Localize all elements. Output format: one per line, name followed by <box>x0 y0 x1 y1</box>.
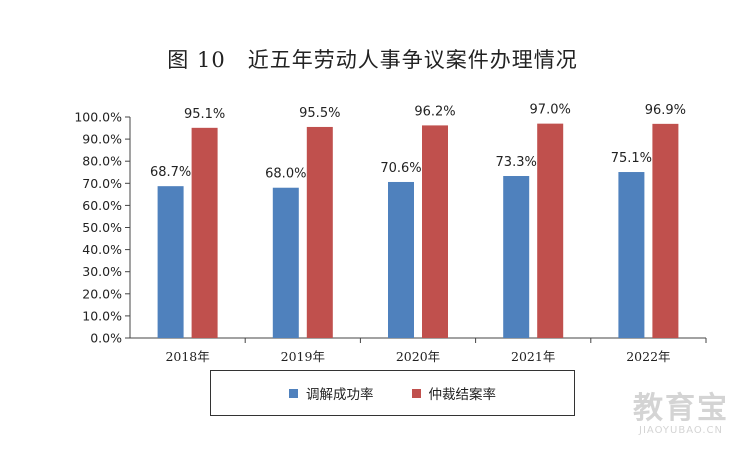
data-label-mediation: 75.1% <box>611 151 652 166</box>
bar-arbitration <box>537 123 564 338</box>
data-label-arbitration: 95.5% <box>299 106 340 121</box>
legend-swatch-arbitration <box>411 388 421 398</box>
watermark-sub-text: JIAOYUBAO.CN <box>639 425 723 436</box>
legend: 调解成功率 仲裁结案率 <box>210 370 575 416</box>
data-label-arbitration: 95.1% <box>184 107 225 122</box>
x-category-label: 2022年 <box>626 349 670 364</box>
y-tick-label: 10.0% <box>82 308 122 323</box>
chart-title: 图 10 近五年劳动人事争议案件办理情况 <box>167 48 578 72</box>
bar-arbitration <box>422 125 448 338</box>
bar-mediation <box>272 187 299 338</box>
y-tick-label: 0.0% <box>90 331 122 346</box>
legend-swatch-mediation <box>289 388 298 398</box>
bar-mediation <box>157 186 184 338</box>
bar-arbitration <box>191 127 218 338</box>
watermark-logo: 教育宝 JIAOYUBAO.CN <box>633 391 729 437</box>
bar-mediation <box>503 176 530 338</box>
bar-arbitration <box>306 126 333 338</box>
data-label-arbitration: 97.0% <box>530 103 571 118</box>
y-tick-label: 90.0% <box>82 132 122 147</box>
watermark-main-text: 教育宝 <box>633 391 729 426</box>
y-tick-label: 80.0% <box>82 154 122 169</box>
data-label-mediation: 70.6% <box>380 161 421 176</box>
y-tick-label: 100.0% <box>74 110 122 125</box>
bar-mediation <box>618 172 645 338</box>
y-tick-label: 60.0% <box>82 198 122 213</box>
y-tick-label: 30.0% <box>82 264 122 279</box>
x-category-label: 2020年 <box>396 349 440 364</box>
y-tick-label: 40.0% <box>82 242 122 257</box>
legend-label-mediation: 调解成功率 <box>306 387 374 403</box>
data-label-mediation: 68.0% <box>265 167 306 182</box>
data-label-mediation: 73.3% <box>496 155 537 170</box>
data-label-arbitration: 96.2% <box>414 104 455 119</box>
y-tick-label: 20.0% <box>82 286 122 301</box>
bar-mediation <box>388 181 414 338</box>
x-category-label: 2018年 <box>165 349 209 364</box>
y-tick-label: 70.0% <box>82 176 122 191</box>
bar-arbitration <box>652 123 679 338</box>
legend-item-mediation: 调解成功率 <box>289 383 374 403</box>
data-label-mediation: 68.7% <box>150 165 191 180</box>
x-category-label: 2021年 <box>511 349 555 364</box>
data-label-arbitration: 96.9% <box>645 103 686 118</box>
y-tick-label: 50.0% <box>82 220 122 235</box>
legend-item-arbitration: 仲裁结案率 <box>411 383 497 403</box>
x-category-label: 2019年 <box>281 349 325 364</box>
legend-label-arbitration: 仲裁结案率 <box>428 387 497 403</box>
